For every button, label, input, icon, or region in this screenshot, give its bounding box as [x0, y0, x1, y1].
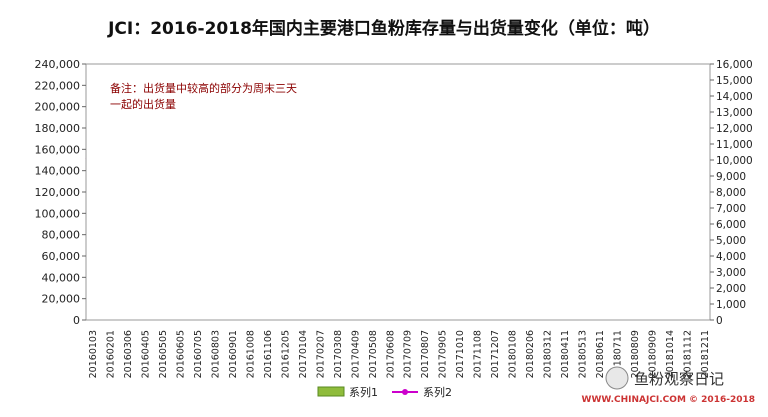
x-tick-label: 20170807	[420, 330, 431, 378]
x-tick-label: 20171108	[473, 330, 484, 378]
y-right-tick-label: 2,000	[716, 283, 746, 295]
y-right-tick-label: 4,000	[716, 251, 746, 263]
y-right-tick-label: 8,000	[716, 187, 746, 199]
x-tick-label: 20170508	[368, 330, 379, 378]
x-tick-label: 20160103	[88, 330, 99, 378]
x-tick-label: 20160803	[210, 330, 221, 378]
y-left-tick-label: 220,000	[35, 79, 81, 92]
x-tick-label: 20161106	[263, 330, 274, 378]
x-tick-label: 20160901	[228, 330, 239, 378]
y-left-tick-label: 40,000	[42, 271, 81, 284]
y-right-tick-label: 14,000	[716, 91, 753, 103]
y-left-tick-label: 180,000	[35, 122, 81, 135]
x-tick-label: 20160405	[141, 330, 152, 378]
x-tick-label: 20170409	[350, 330, 361, 378]
x-tick-label: 20180809	[630, 330, 641, 378]
x-tick-label: 20171207	[490, 330, 501, 378]
x-tick-label: 20180312	[543, 330, 554, 378]
y-right-tick-label: 7,000	[716, 203, 746, 215]
x-tick-label: 20160605	[175, 330, 186, 378]
x-tick-label: 20160705	[193, 330, 204, 378]
y-left-tick-label: 160,000	[35, 143, 81, 156]
y-right-tick-label: 15,000	[716, 75, 753, 87]
x-tick-label: 20180411	[560, 330, 571, 378]
x-tick-label: 20160505	[158, 330, 169, 378]
x-tick-label: 20180611	[595, 330, 606, 378]
x-tick-label: 20180909	[648, 330, 659, 378]
y-left-tick-label: 0	[73, 314, 80, 327]
x-tick-label: 20170308	[333, 330, 344, 378]
annotation-line-2: 一起的出货量	[110, 97, 176, 111]
y-left-tick-label: 80,000	[42, 229, 81, 242]
chart-title: JCI：2016-2018年国内主要港口鱼粉库存量与出货量变化（单位：吨）	[107, 18, 660, 39]
y-right-tick-label: 16,000	[716, 59, 753, 71]
legend-label-series2: 系列2	[423, 385, 452, 399]
x-tick-label: 20160201	[106, 330, 117, 378]
x-tick-label: 20171010	[455, 330, 466, 378]
legend: 系列1 系列2	[317, 385, 452, 399]
plot-frame	[85, 63, 711, 321]
axes: 0 20,000 40,000 60,000 80,000 100,000 120,000 1…	[35, 58, 753, 378]
x-tick-label: 20181211	[700, 330, 711, 378]
x-tick-label: 20181112	[683, 330, 694, 378]
y-left-tick-label: 100,000	[35, 207, 81, 220]
y-right-tick-label: 11,000	[716, 139, 753, 151]
y-left-tick-label: 140,000	[35, 165, 81, 178]
legend-label-series1: 系列1	[349, 385, 378, 399]
y-right-tick-label: 10,000	[716, 155, 753, 167]
y-right-tick-label: 0	[716, 315, 723, 327]
brand-logo-icon	[605, 366, 629, 390]
y-left-tick-label: 200,000	[35, 101, 81, 114]
y-right-tick-label: 9,000	[716, 171, 746, 183]
y-left-tick-label: 120,000	[35, 186, 81, 199]
annotation: 备注：出货量中较高的部分为周末三天 一起的出货量	[110, 81, 297, 111]
y-right-tick-label: 3,000	[716, 267, 746, 279]
y-right-tick-label: 13,000	[716, 107, 753, 119]
footer-copyright: WWW.CHINAJCI.COM © 2016-2018	[582, 395, 755, 405]
y-left-tick-label: 20,000	[42, 293, 81, 306]
y-right-tick-label: 6,000	[716, 219, 746, 231]
x-tick-label: 20180108	[508, 330, 519, 378]
y-right-tick-label: 5,000	[716, 235, 746, 247]
x-tick-label: 20170104	[298, 330, 309, 378]
x-tick-label: 20161205	[280, 330, 291, 378]
y-left-tick-label: 60,000	[42, 250, 81, 263]
x-tick-label: 20180513	[578, 330, 589, 378]
x-tick-label: 20160306	[123, 330, 134, 378]
x-tick-label: 20180206	[525, 330, 536, 378]
brand-badge-text: 鱼粉观察日记	[634, 370, 724, 388]
y-right-tick-label: 12,000	[716, 123, 753, 135]
x-tick-label: 20181014	[665, 330, 676, 378]
legend-swatch-series1	[317, 386, 345, 397]
x-tick-label: 20170709	[403, 330, 414, 378]
x-tick-label: 20180711	[613, 330, 624, 378]
x-tick-label: 20170608	[385, 330, 396, 378]
y-left-tick-label: 240,000	[35, 58, 81, 71]
brand-badge: 鱼粉观察日记	[605, 366, 724, 390]
x-tick-label: 20170207	[315, 330, 326, 378]
x-tick-label: 20161008	[245, 330, 256, 378]
annotation-line-1: 备注：出货量中较高的部分为周末三天	[110, 81, 297, 95]
y-right-tick-label: 1,000	[716, 299, 746, 311]
x-tick-label: 20170905	[438, 330, 449, 378]
legend-marker-series2	[402, 389, 408, 395]
